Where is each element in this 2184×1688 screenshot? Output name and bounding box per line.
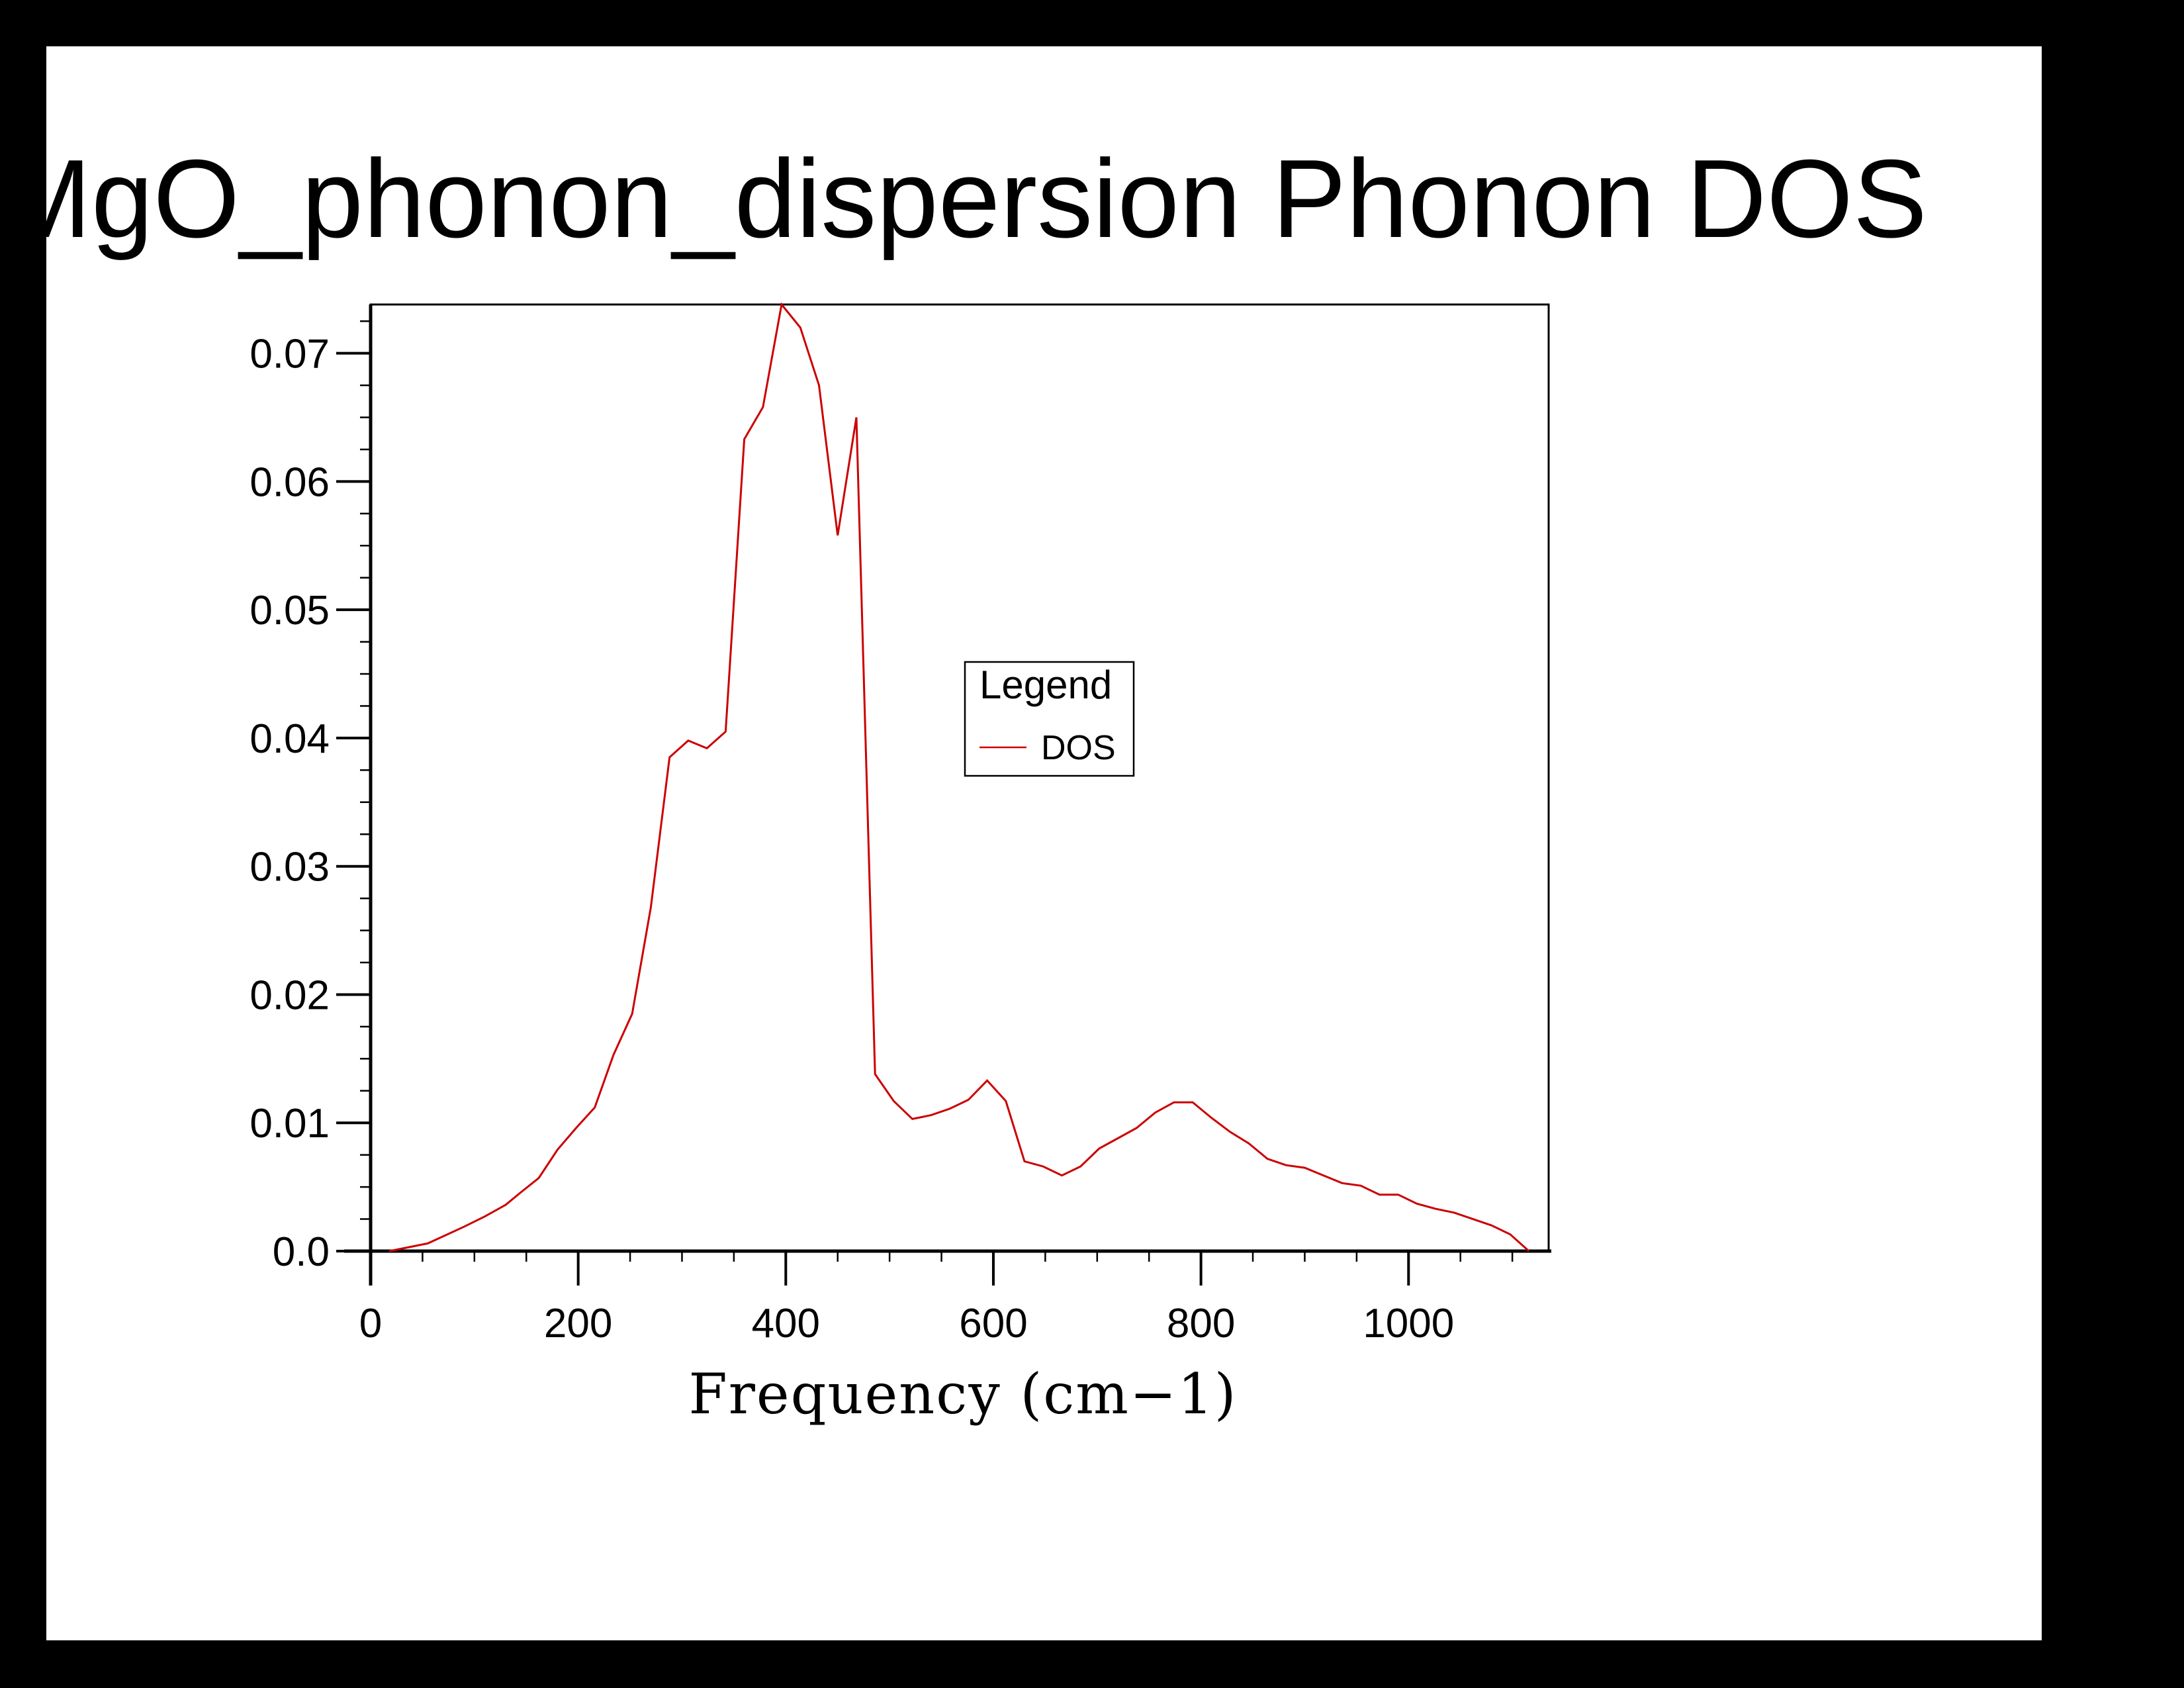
y-tick-label-7: 0.07 bbox=[250, 332, 330, 377]
legend-entry-dos: DOS bbox=[1041, 729, 1116, 767]
x-tick-label-600: 600 bbox=[959, 1301, 1027, 1346]
y-tick-label-4: 0.04 bbox=[250, 716, 330, 762]
y-tick-label-3: 0.03 bbox=[250, 845, 330, 890]
plot-layer: 0 200 400 600 800 1000 0.0 0.01 0.02 0.03 0.04 0.05… bbox=[250, 302, 1551, 1346]
y-tick-label-0: 0.0 bbox=[273, 1229, 330, 1275]
y-tick-label-1: 0.01 bbox=[250, 1101, 330, 1147]
x-tick-label-1000: 1000 bbox=[1363, 1301, 1454, 1346]
x-tick-label-200: 200 bbox=[544, 1301, 612, 1346]
legend: Legend DOS bbox=[964, 661, 1135, 777]
legend-box bbox=[964, 661, 1135, 777]
chart-title: MgO_phonon_dispersion Phonon DOS bbox=[46, 136, 1927, 261]
x-tick-label-400: 400 bbox=[752, 1301, 820, 1346]
dos-chart: MgO_phonon_dispersion Phonon DOS 0 200 400… bbox=[46, 136, 1927, 1427]
x-axis-label: Frequency (cm−1) bbox=[688, 1362, 1237, 1427]
y-tick-label-5: 0.05 bbox=[250, 588, 330, 633]
x-tick-label-800: 800 bbox=[1167, 1301, 1235, 1346]
x-tick-label-0: 0 bbox=[359, 1301, 382, 1346]
legend-title: Legend bbox=[979, 663, 1112, 707]
y-tick-label-6: 0.06 bbox=[250, 459, 330, 505]
plot-frame bbox=[369, 303, 1550, 1252]
series-line-dos bbox=[388, 302, 1530, 1252]
plot-canvas: MgO_phonon_dispersion Phonon DOS 0 200 400… bbox=[46, 46, 2042, 1640]
y-tick-label-2: 0.02 bbox=[250, 972, 330, 1018]
